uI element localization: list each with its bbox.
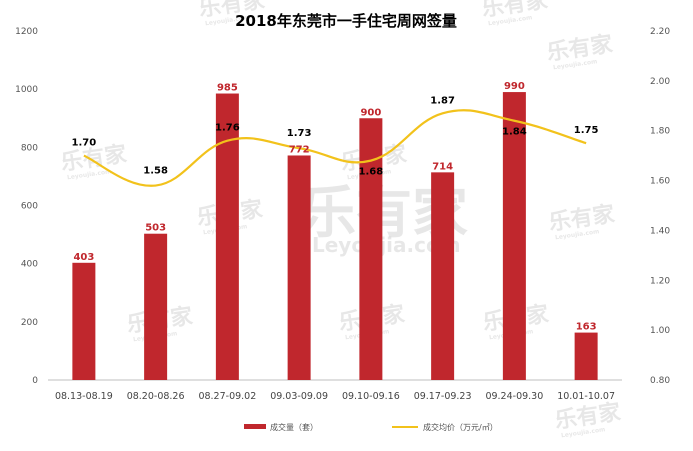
y-right-tick-label: 0.80	[650, 376, 670, 386]
bar-data-label: 772	[289, 144, 310, 155]
legend-swatch-bar	[244, 424, 266, 429]
y-right-tick-label: 1.20	[650, 276, 670, 286]
bar	[144, 233, 168, 380]
y-right-tick-label: 2.00	[650, 77, 670, 87]
x-tick-label: 08.13-08.19	[55, 391, 113, 402]
bar-data-label: 403	[73, 252, 94, 263]
y-left-tick-label: 200	[21, 318, 38, 328]
bar-labels: 403 503 985 772 900 714 990 163	[73, 81, 596, 333]
bar	[359, 118, 383, 380]
price-line	[83, 109, 587, 187]
line-data-label: 1.87	[430, 95, 455, 106]
bar-data-label: 985	[217, 83, 238, 94]
x-tick-label: 08.20-08.26	[127, 391, 185, 402]
legend-label-line: 成交均价（万元/㎡）	[423, 422, 498, 432]
bar-data-label: 503	[145, 223, 166, 234]
line-data-label: 1.84	[502, 127, 527, 138]
x-tick-label: 09.24-09.30	[485, 391, 543, 402]
y-right-tick-label: 1.60	[650, 177, 670, 187]
bar-data-label: 163	[576, 322, 597, 333]
y-left-tick-label: 1000	[15, 85, 38, 95]
y-left-tick-label: 400	[21, 260, 38, 270]
bar	[574, 332, 598, 380]
y-left-tick-label: 800	[21, 143, 38, 153]
bar-data-label: 900	[360, 107, 381, 118]
y-axis-left: 0 200 400 600 800 1000 1200	[15, 27, 38, 386]
y-right-tick-label: 1.40	[650, 226, 670, 236]
bar	[431, 172, 455, 380]
line-data-label: 1.70	[72, 138, 97, 149]
x-tick-label: 09.10-09.16	[342, 391, 400, 402]
x-axis: 08.13-08.19 08.20-08.26 08.27-09.02 09.03-0…	[55, 391, 615, 402]
y-left-tick-label: 0	[32, 376, 38, 386]
line-data-label: 1.58	[143, 166, 168, 177]
bar	[502, 92, 526, 380]
line-data-label: 1.76	[215, 123, 240, 134]
bar	[287, 155, 311, 380]
line-data-label: 1.75	[574, 125, 599, 136]
x-tick-label: 09.17-09.23	[414, 391, 472, 402]
line-labels: 1.70 1.58 1.76 1.73 1.68 1.87 1.84 1.75	[72, 95, 599, 177]
x-tick-label: 09.03-09.09	[270, 391, 328, 402]
line-data-label: 1.68	[359, 167, 384, 178]
y-right-tick-label: 1.80	[650, 127, 670, 137]
bar-data-label: 990	[504, 81, 525, 92]
y-left-tick-label: 1200	[15, 27, 38, 37]
legend: 成交量（套） 成交均价（万元/㎡）	[244, 422, 498, 432]
line-data-label: 1.73	[287, 128, 312, 139]
bar	[72, 262, 96, 380]
x-tick-label: 08.27-09.02	[198, 391, 256, 402]
y-right-tick-label: 2.20	[650, 27, 670, 37]
bar-data-label: 714	[432, 161, 453, 172]
y-axis-right: 0.80 1.00 1.20 1.40 1.60 1.80 2.00 2.20	[650, 27, 670, 386]
chart-title: 2018年东莞市一手住宅周网签量	[235, 12, 457, 30]
bar-series	[72, 92, 598, 380]
legend-label-bar: 成交量（套）	[270, 422, 318, 432]
bar	[215, 93, 239, 380]
y-right-tick-label: 1.00	[650, 326, 670, 336]
x-tick-label: 10.01-10.07	[557, 391, 615, 402]
y-left-tick-label: 600	[21, 202, 38, 212]
